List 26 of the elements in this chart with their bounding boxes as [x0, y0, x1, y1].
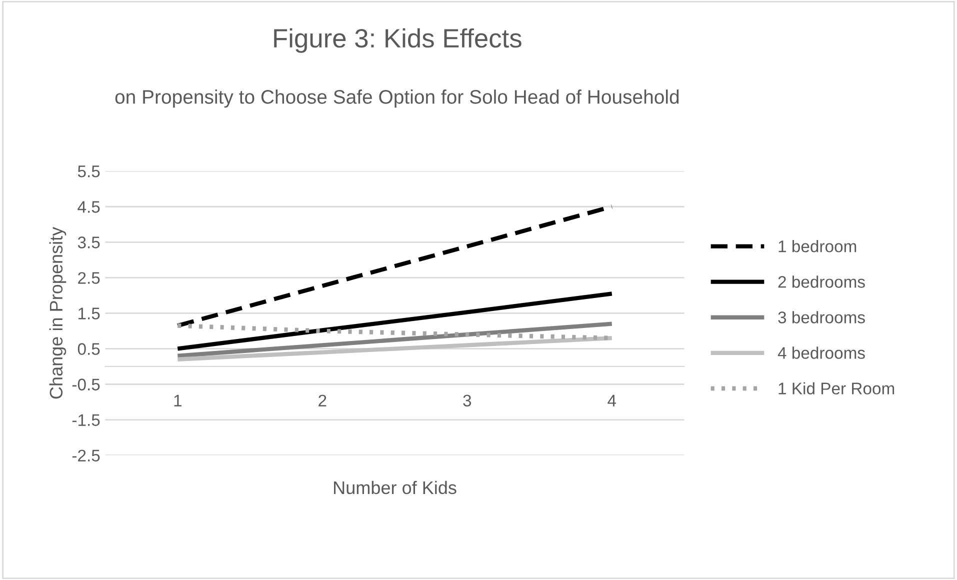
x-tick-label: 4 — [608, 394, 616, 406]
y-tick-label: 5.5 — [78, 166, 100, 178]
line-series — [176, 292, 614, 351]
chart-title: Figure 3: Kids Effects — [274, 28, 522, 53]
legend-label: 1 bedroom — [778, 240, 856, 252]
legend-label: 1 Kid Per Room — [778, 382, 894, 394]
chart-subtitle: on Propensity to Choose Safe Option for Solo Head of Household — [115, 90, 679, 108]
y-tick-label: 0.5 — [78, 343, 100, 355]
legend-label: 2 bedrooms — [778, 276, 865, 288]
y-tick-label: -2.5 — [72, 450, 100, 462]
x-tick-label: 1 — [174, 394, 182, 406]
y-tick-label: -1.5 — [72, 414, 100, 426]
line-series — [176, 336, 614, 362]
y-tick-label: 3.5 — [78, 236, 100, 248]
legend-label: 3 bedrooms — [778, 311, 865, 324]
y-axis-title: Change in Propensity — [49, 226, 66, 399]
x-tick-label: 2 — [318, 394, 326, 406]
y-tick-label: 4.5 — [78, 201, 100, 213]
line-series — [176, 204, 614, 328]
x-tick-label: 3 — [463, 394, 472, 407]
x-axis-title: Number of Kids — [334, 480, 456, 494]
y-tick-label: -0.5 — [72, 378, 100, 390]
y-tick-label: 1.5 — [78, 308, 100, 320]
y-tick-label: 2.5 — [78, 272, 100, 284]
legend-label: 4 bedrooms — [778, 346, 865, 359]
line-series — [176, 322, 614, 358]
